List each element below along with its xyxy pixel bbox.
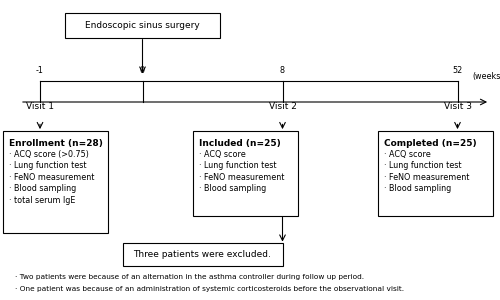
- Text: · ACQ score: · ACQ score: [199, 150, 246, 159]
- Text: (weeks): (weeks): [472, 72, 500, 81]
- Text: Three patients were excluded.: Three patients were excluded.: [134, 250, 272, 259]
- Text: Visit 2: Visit 2: [268, 102, 296, 111]
- Text: · total serum IgE: · total serum IgE: [9, 196, 76, 205]
- Text: Completed (n=25): Completed (n=25): [384, 139, 476, 148]
- Text: · ACQ score: · ACQ score: [384, 150, 431, 159]
- Text: 0: 0: [140, 66, 145, 75]
- Text: · Lung function test: · Lung function test: [384, 161, 462, 170]
- Text: · ACQ score (>0.75): · ACQ score (>0.75): [9, 150, 89, 159]
- Text: · Two patients were because of an alternation in the asthma controller during fo: · Two patients were because of an altern…: [15, 274, 364, 280]
- Text: · FeNO measurement: · FeNO measurement: [199, 173, 284, 182]
- Text: Enrollment (n=28): Enrollment (n=28): [9, 139, 103, 148]
- Text: · Lung function test: · Lung function test: [9, 161, 86, 170]
- Text: Included (n=25): Included (n=25): [199, 139, 281, 148]
- FancyBboxPatch shape: [122, 243, 282, 266]
- Text: · Blood sampling: · Blood sampling: [199, 184, 266, 193]
- Text: Visit 1: Visit 1: [26, 102, 54, 111]
- Text: Visit 3: Visit 3: [444, 102, 471, 111]
- FancyBboxPatch shape: [378, 130, 492, 216]
- Text: -1: -1: [36, 66, 44, 75]
- Text: · FeNO measurement: · FeNO measurement: [384, 173, 470, 182]
- Text: · Blood sampling: · Blood sampling: [9, 184, 76, 193]
- Text: Endoscopic sinus surgery: Endoscopic sinus surgery: [85, 21, 200, 30]
- Text: 8: 8: [280, 66, 285, 75]
- FancyBboxPatch shape: [2, 130, 108, 232]
- FancyBboxPatch shape: [192, 130, 298, 216]
- Text: · Lung function test: · Lung function test: [199, 161, 276, 170]
- FancyBboxPatch shape: [65, 13, 220, 38]
- Text: · Blood sampling: · Blood sampling: [384, 184, 451, 193]
- Text: · FeNO measurement: · FeNO measurement: [9, 173, 94, 182]
- Text: 52: 52: [452, 66, 462, 75]
- Text: · One patient was because of an administration of systemic corticosteroids befor: · One patient was because of an administ…: [15, 286, 404, 292]
